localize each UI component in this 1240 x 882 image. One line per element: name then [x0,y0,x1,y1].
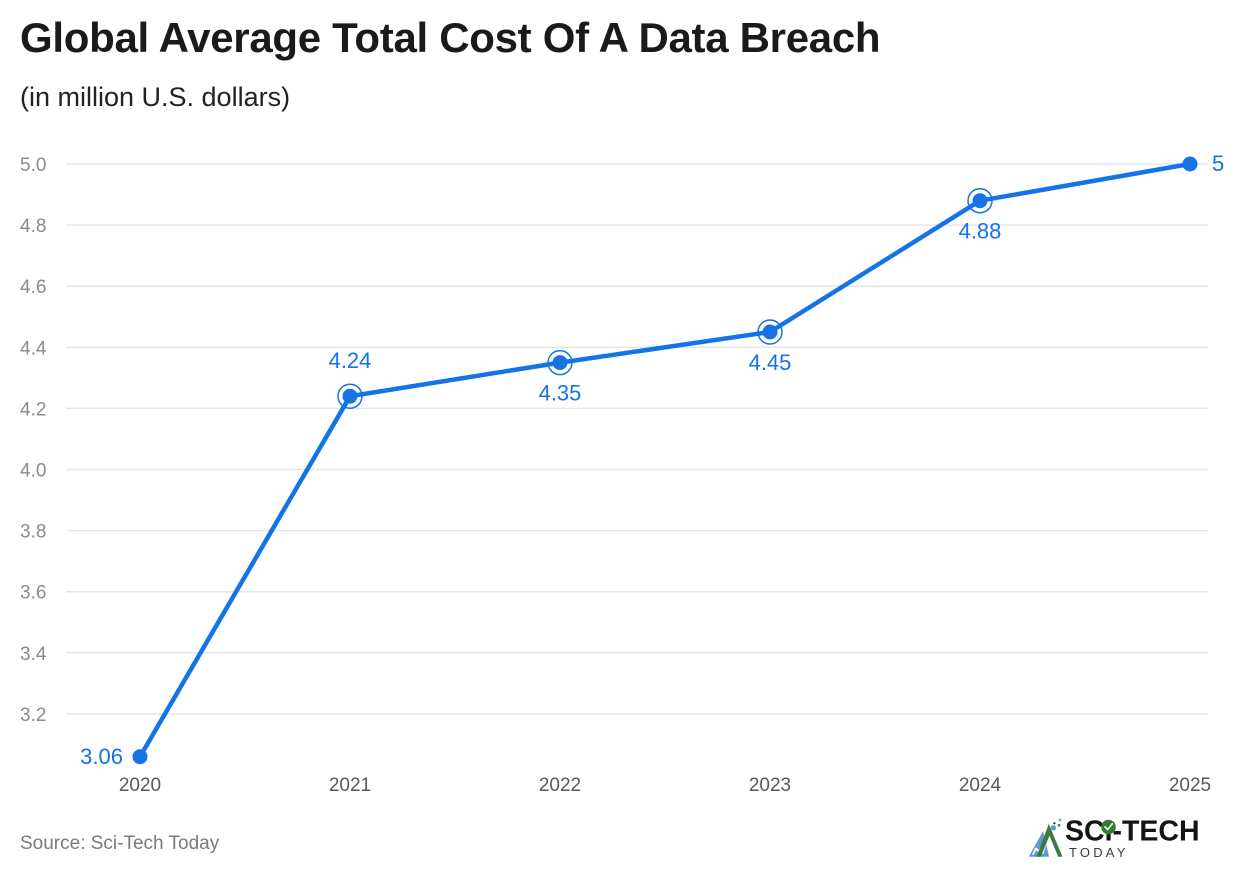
svg-text:2020: 2020 [119,775,161,796]
svg-text:4.35: 4.35 [539,381,582,406]
svg-text:2025: 2025 [1169,775,1211,796]
svg-text:2024: 2024 [959,775,1002,796]
svg-text:3.6: 3.6 [20,583,46,604]
svg-text:5: 5 [1212,151,1224,176]
svg-text:4.88: 4.88 [959,219,1002,244]
svg-text:3.06: 3.06 [80,744,123,769]
svg-text:4.2: 4.2 [20,399,46,420]
svg-text:4.45: 4.45 [749,350,792,375]
svg-text:4.24: 4.24 [329,348,372,373]
svg-text:2021: 2021 [329,775,371,796]
svg-text:3.4: 3.4 [20,644,47,665]
svg-text:2022: 2022 [539,775,581,796]
svg-text:3.2: 3.2 [20,705,46,726]
svg-text:3.8: 3.8 [20,522,46,543]
svg-text:2023: 2023 [749,775,791,796]
svg-text:4.0: 4.0 [20,461,46,482]
svg-text:4.6: 4.6 [20,277,46,298]
svg-text:5.0: 5.0 [20,155,46,176]
svg-text:4.4: 4.4 [20,338,47,359]
svg-text:4.8: 4.8 [20,216,46,237]
